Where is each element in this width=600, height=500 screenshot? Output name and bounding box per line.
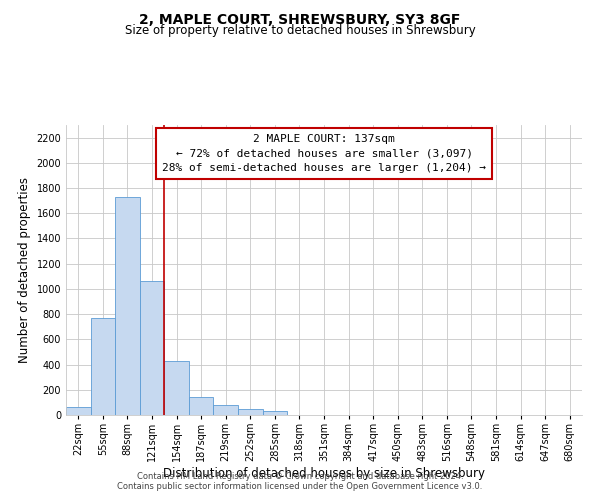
Y-axis label: Number of detached properties: Number of detached properties [18,177,31,363]
Bar [115,197,140,415]
Bar [140,282,164,415]
Text: Contains public sector information licensed under the Open Government Licence v3: Contains public sector information licen… [118,482,482,491]
Bar [214,405,238,415]
Bar [263,411,287,415]
Bar [91,318,115,415]
Bar [238,410,263,415]
Text: 2 MAPLE COURT: 137sqm
← 72% of detached houses are smaller (3,097)
28% of semi-d: 2 MAPLE COURT: 137sqm ← 72% of detached … [162,134,486,173]
Bar [164,361,189,415]
Text: 2, MAPLE COURT, SHREWSBURY, SY3 8GF: 2, MAPLE COURT, SHREWSBURY, SY3 8GF [139,12,461,26]
Text: Size of property relative to detached houses in Shrewsbury: Size of property relative to detached ho… [125,24,475,37]
Bar [189,396,214,415]
Text: Contains HM Land Registry data © Crown copyright and database right 2024.: Contains HM Land Registry data © Crown c… [137,472,463,481]
Bar [66,408,91,415]
X-axis label: Distribution of detached houses by size in Shrewsbury: Distribution of detached houses by size … [163,467,485,480]
